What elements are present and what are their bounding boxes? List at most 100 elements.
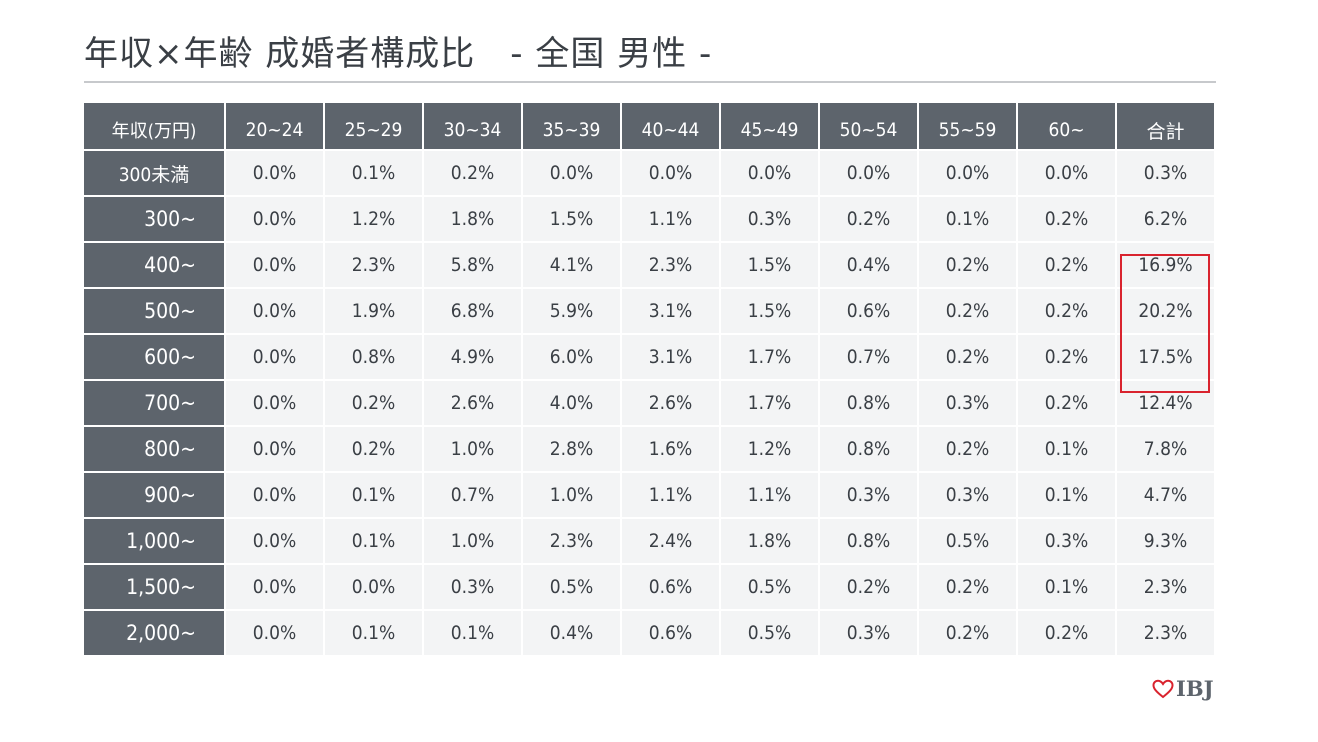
table-cell: 0.1% bbox=[325, 517, 422, 563]
table-cell: 2.4% bbox=[622, 517, 719, 563]
table-cell: 0.2% bbox=[919, 609, 1016, 655]
table-cell: 0.5% bbox=[721, 609, 818, 655]
table-cell: 1.7% bbox=[721, 379, 818, 425]
table-cell: 1.0% bbox=[424, 425, 521, 471]
table-cell: 0.0% bbox=[721, 149, 818, 195]
table-cell: 1.5% bbox=[721, 241, 818, 287]
table-cell: 4.1% bbox=[523, 241, 620, 287]
column-header: 50~54 bbox=[820, 103, 917, 157]
table-cell: 6.8% bbox=[424, 287, 521, 333]
table-cell: 0.4% bbox=[820, 241, 917, 287]
table-cell: 16.9% bbox=[1117, 241, 1214, 287]
table-cell: 0.3% bbox=[1117, 149, 1214, 195]
table-cell: 0.0% bbox=[226, 287, 323, 333]
table-cell: 0.3% bbox=[820, 609, 917, 655]
table-cell: 0.2% bbox=[919, 333, 1016, 379]
table-cell: 0.2% bbox=[1018, 241, 1115, 287]
table-cell: 1.1% bbox=[622, 195, 719, 241]
table-cell: 1.6% bbox=[622, 425, 719, 471]
column-header: 35~39 bbox=[523, 103, 620, 157]
table-cell: 0.1% bbox=[919, 195, 1016, 241]
table-cell: 5.9% bbox=[523, 287, 620, 333]
table-cell: 0.1% bbox=[1018, 563, 1115, 609]
table-cell: 2.6% bbox=[622, 379, 719, 425]
table-cell: 0.3% bbox=[1018, 517, 1115, 563]
table-cell: 0.8% bbox=[820, 517, 917, 563]
table-cell: 0.0% bbox=[226, 195, 323, 241]
table-cell: 0.2% bbox=[424, 149, 521, 195]
table-cell: 20.2% bbox=[1117, 287, 1214, 333]
table-cell: 17.5% bbox=[1117, 333, 1214, 379]
table-cell: 0.4% bbox=[523, 609, 620, 655]
table-cell: 0.2% bbox=[325, 425, 422, 471]
table-cell: 0.0% bbox=[226, 379, 323, 425]
table-cell: 1.0% bbox=[523, 471, 620, 517]
row-header: 1,500~ bbox=[84, 563, 224, 609]
table-cell: 0.2% bbox=[919, 241, 1016, 287]
table-cell: 1.8% bbox=[424, 195, 521, 241]
table-cell: 12.4% bbox=[1117, 379, 1214, 425]
column-header: 55~59 bbox=[919, 103, 1016, 157]
table-cell: 0.0% bbox=[1018, 149, 1115, 195]
table-cell: 1.8% bbox=[721, 517, 818, 563]
column-header: 合計 bbox=[1117, 103, 1214, 157]
table-cell: 0.1% bbox=[325, 149, 422, 195]
table-cell: 2.3% bbox=[622, 241, 719, 287]
row-header: 300未満 bbox=[84, 149, 224, 195]
table-cell: 0.1% bbox=[325, 471, 422, 517]
table-cell: 0.5% bbox=[721, 563, 818, 609]
table-cell: 4.9% bbox=[424, 333, 521, 379]
table-cell: 5.8% bbox=[424, 241, 521, 287]
row-header: 700~ bbox=[84, 379, 224, 425]
table-cell: 0.3% bbox=[919, 379, 1016, 425]
logo-text: IBJ bbox=[1176, 676, 1214, 701]
table-cell: 1.2% bbox=[325, 195, 422, 241]
table-cell: 0.0% bbox=[226, 471, 323, 517]
table-cell: 0.7% bbox=[424, 471, 521, 517]
column-header: 20~24 bbox=[226, 103, 323, 157]
table-cell: 0.1% bbox=[424, 609, 521, 655]
row-header: 300~ bbox=[84, 195, 224, 241]
table-cell: 0.3% bbox=[424, 563, 521, 609]
row-header: 1,000~ bbox=[84, 517, 224, 563]
table-cell: 0.5% bbox=[919, 517, 1016, 563]
table-cell: 0.2% bbox=[1018, 287, 1115, 333]
column-header: 30~34 bbox=[424, 103, 521, 157]
table-cell: 2.6% bbox=[424, 379, 521, 425]
table-cell: 0.6% bbox=[820, 287, 917, 333]
table-cell: 0.3% bbox=[820, 471, 917, 517]
row-header: 600~ bbox=[84, 333, 224, 379]
table-cell: 0.0% bbox=[325, 563, 422, 609]
row-header: 400~ bbox=[84, 241, 224, 287]
table-cell: 0.2% bbox=[820, 195, 917, 241]
table-cell: 0.0% bbox=[226, 241, 323, 287]
table-cell: 4.7% bbox=[1117, 471, 1214, 517]
ibj-logo: IBJ bbox=[1152, 676, 1214, 701]
table-cell: 0.0% bbox=[523, 149, 620, 195]
column-header: 25~29 bbox=[325, 103, 422, 157]
table-cell: 6.2% bbox=[1117, 195, 1214, 241]
title-divider bbox=[84, 81, 1216, 83]
table-cell: 3.1% bbox=[622, 333, 719, 379]
table-cell: 3.1% bbox=[622, 287, 719, 333]
row-header: 800~ bbox=[84, 425, 224, 471]
table-cell: 0.0% bbox=[622, 149, 719, 195]
table-cell: 9.3% bbox=[1117, 517, 1214, 563]
table-cell: 1.1% bbox=[622, 471, 719, 517]
heart-icon bbox=[1152, 679, 1174, 699]
table-cell: 7.8% bbox=[1117, 425, 1214, 471]
table-cell: 0.0% bbox=[226, 425, 323, 471]
column-header: 45~49 bbox=[721, 103, 818, 157]
table-cell: 0.6% bbox=[622, 609, 719, 655]
table-cell: 0.2% bbox=[919, 287, 1016, 333]
table-cell: 0.2% bbox=[919, 425, 1016, 471]
row-header: 900~ bbox=[84, 471, 224, 517]
table-cell: 0.0% bbox=[226, 333, 323, 379]
table-cell: 0.0% bbox=[919, 149, 1016, 195]
table-cell: 0.8% bbox=[325, 333, 422, 379]
column-header: 40~44 bbox=[622, 103, 719, 157]
table-cell: 6.0% bbox=[523, 333, 620, 379]
table-cell: 0.0% bbox=[226, 149, 323, 195]
table-cell: 0.0% bbox=[226, 609, 323, 655]
table-cell: 0.2% bbox=[820, 563, 917, 609]
